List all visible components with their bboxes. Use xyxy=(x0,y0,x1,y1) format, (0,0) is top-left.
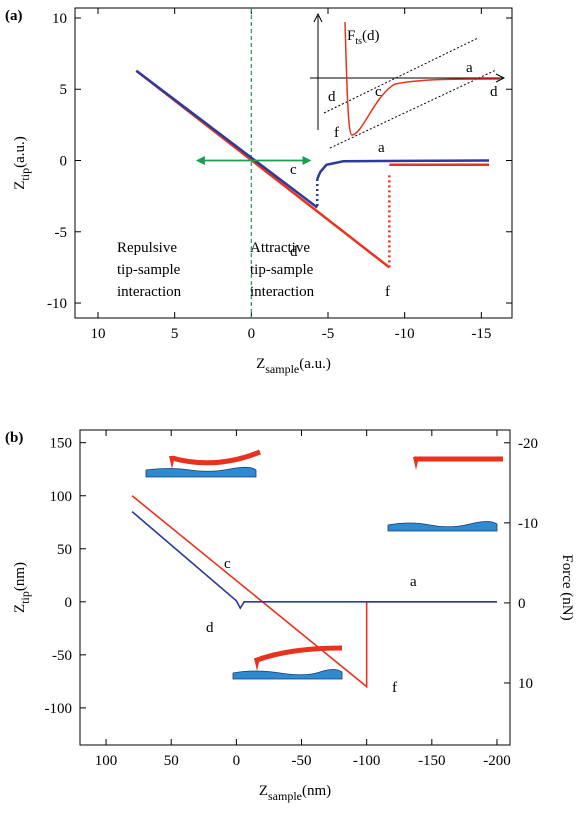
annotation: interaction xyxy=(117,284,182,300)
annotation: f xyxy=(392,680,397,696)
annotation: tip-sample xyxy=(117,262,181,278)
annotation: c xyxy=(290,162,297,178)
x-tick-label: -150 xyxy=(418,753,446,769)
series-line xyxy=(135,69,319,209)
tip-cartoon xyxy=(413,457,419,470)
sample-cartoon xyxy=(145,466,257,478)
y-tick-label: 5 xyxy=(60,82,68,98)
annotation: a xyxy=(410,574,417,590)
cartoons xyxy=(145,449,503,680)
y-tick-label: -50 xyxy=(52,648,72,664)
x-tick-label: -5 xyxy=(322,326,335,342)
sample-cartoon xyxy=(232,669,343,680)
annotation: Repulsive xyxy=(117,240,177,256)
tip-cartoon xyxy=(169,456,175,469)
annotation: interaction xyxy=(250,284,315,300)
y-tick-label: -100 xyxy=(45,701,73,717)
inset-label: d xyxy=(328,89,336,105)
y2-tick-label: -10 xyxy=(518,516,538,532)
cantilever-cartoon xyxy=(171,449,261,466)
x-tick-label: -200 xyxy=(483,753,511,769)
axis-label: Zsample(a.u.) xyxy=(256,356,331,376)
inset-curve xyxy=(344,21,501,136)
axis-label-main: Z xyxy=(259,783,268,799)
annotation: Attractive xyxy=(250,240,310,256)
y-tick-label: 10 xyxy=(52,11,67,27)
x-tick-label: -100 xyxy=(353,753,381,769)
inset-arrow xyxy=(313,12,323,23)
panel-label: (a) xyxy=(5,8,23,24)
annotation: d xyxy=(206,620,214,636)
inset: Fts(d) a c d d f xyxy=(310,12,506,149)
y2-axis-label: Force (nN) xyxy=(559,554,575,620)
x-tick-label: -50 xyxy=(292,753,312,769)
axis-label-unit: (nm) xyxy=(12,562,28,591)
cantilever-cartoon xyxy=(256,645,343,663)
axis-label: Zsample(nm) xyxy=(259,783,331,803)
annotation: f xyxy=(385,284,390,300)
annotation: d xyxy=(290,244,298,260)
y2-tick-label: 10 xyxy=(518,676,533,692)
x-tick-label: 100 xyxy=(95,753,118,769)
inset-dashed-line xyxy=(323,37,479,114)
annotation: a xyxy=(378,140,385,156)
x-tick-label: 0 xyxy=(233,753,241,769)
axis-label-sub: tip xyxy=(18,591,32,604)
axis-label-unit: (nm) xyxy=(302,783,331,799)
inset-label: c xyxy=(375,84,382,100)
y-tick-label: -5 xyxy=(55,225,68,241)
inset-dashed-line xyxy=(329,69,497,149)
x-tick-label: 0 xyxy=(248,326,256,342)
plot-frame xyxy=(79,429,511,746)
axis-label-unit: (a.u.) xyxy=(299,356,331,372)
annotation: tip-sample xyxy=(250,262,314,278)
inset-label: f xyxy=(334,125,339,141)
series-line xyxy=(131,511,497,610)
axis-label-sub: tip xyxy=(18,168,32,181)
axis-label-main: Z xyxy=(12,181,28,190)
tip-cartoon xyxy=(254,658,260,671)
y-tick-label: 150 xyxy=(50,436,73,452)
inset-label: F xyxy=(347,28,355,44)
x-tick-label: 5 xyxy=(171,326,179,342)
y-tick-label: 100 xyxy=(50,489,73,505)
inset-label: a xyxy=(466,60,473,76)
y2-tick-label: 0 xyxy=(518,596,526,612)
inset-label: d xyxy=(490,84,498,100)
x-tick-label: -10 xyxy=(395,326,415,342)
series-line xyxy=(131,495,497,689)
axis-label-main: Z xyxy=(256,356,265,372)
y-tick-label: 50 xyxy=(57,542,72,558)
series-line xyxy=(316,159,490,180)
y2-tick-label: -20 xyxy=(518,436,538,452)
inset-label: (d) xyxy=(362,28,380,44)
x-tick-label: -15 xyxy=(471,326,491,342)
axis-label-sub: sample xyxy=(265,362,299,376)
plot-frame xyxy=(74,7,513,319)
panel-label: (b) xyxy=(5,430,23,446)
x-tick-label: 50 xyxy=(164,753,179,769)
y-tick-label: -10 xyxy=(47,296,67,312)
y-tick-label: 0 xyxy=(65,595,73,611)
axis-label-unit: (a.u.) xyxy=(12,136,28,168)
y-tick-label: 0 xyxy=(60,154,68,170)
sample-cartoon xyxy=(387,521,498,532)
inset-label: Fts(d) xyxy=(347,28,380,47)
annotation: c xyxy=(224,556,231,572)
inset-arrow xyxy=(495,73,506,83)
axis-label: Ztip(nm) xyxy=(12,562,32,613)
inset-label: ts xyxy=(355,36,362,47)
x-tick-label: 10 xyxy=(91,326,106,342)
axis-label-sub: sample xyxy=(268,789,302,803)
axis-label-main: Z xyxy=(12,604,28,613)
axis-label: Ztip(a.u.) xyxy=(12,136,32,190)
